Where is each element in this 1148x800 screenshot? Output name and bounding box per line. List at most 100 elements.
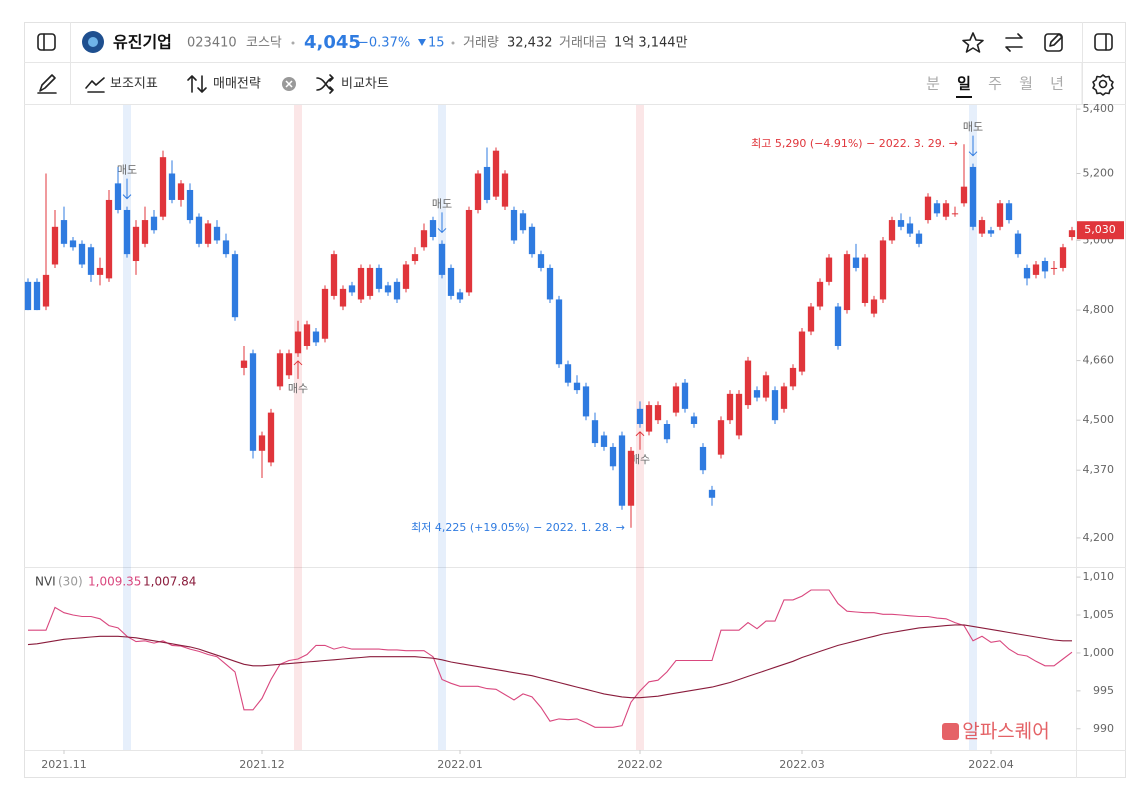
candle-body (456, 292, 464, 300)
legend-value: 1,007.84 (143, 575, 196, 589)
candle-body (1005, 203, 1013, 221)
candle-body (357, 267, 365, 300)
period-tab[interactable]: 주 (988, 75, 1002, 93)
candle-body (600, 435, 608, 447)
indicator-name: NVI (35, 575, 56, 589)
strategy-icon[interactable] (187, 75, 207, 93)
x-tick-label: 2022.03 (779, 758, 825, 771)
candle-body (465, 209, 473, 293)
candle-body (609, 446, 617, 467)
candle-body (1014, 233, 1022, 255)
candle-body (240, 360, 248, 368)
separator-dot (291, 41, 295, 45)
y-tick-label: 4,800 (1083, 303, 1115, 316)
indicators-button[interactable]: 보조지표 (110, 77, 158, 92)
candle-body (294, 331, 302, 354)
last-price-label: 5,030 (1084, 223, 1116, 236)
candle-body (1023, 267, 1031, 279)
candle-body (753, 390, 761, 398)
candle-body (564, 364, 572, 383)
candle-body (861, 257, 869, 303)
candle-body (60, 220, 68, 244)
indicator-icon[interactable] (85, 77, 105, 93)
clear-strategy[interactable] (282, 77, 296, 91)
candle-body (429, 220, 437, 238)
candle-body (555, 299, 563, 365)
candle-body (987, 230, 995, 234)
signal-arrow (293, 360, 303, 379)
candle-body (591, 420, 599, 444)
amount-label: 거래대금 (559, 36, 607, 51)
candle-body (654, 405, 662, 421)
candle-body (24, 281, 32, 311)
candle-body (870, 299, 878, 314)
down-triangle (418, 39, 426, 46)
panel-toggle[interactable] (1094, 33, 1113, 51)
candle-body (528, 226, 536, 255)
extreme-annotation: 최고 5,290 (−4.91%) − 2022. 3. 29. → (751, 137, 958, 150)
y-tick-label: 995 (1093, 684, 1114, 697)
strategy-button[interactable]: 매매전략 (213, 77, 261, 92)
candle-body (438, 243, 446, 275)
candle-body (717, 420, 725, 455)
swap-button[interactable] (1005, 33, 1023, 52)
candle-body (384, 285, 392, 293)
card (24, 22, 1126, 778)
favorite-button[interactable] (962, 32, 984, 53)
candle-body (312, 331, 320, 343)
draw-tool[interactable] (37, 74, 57, 94)
candle-body (762, 375, 770, 398)
candle-body (285, 353, 293, 376)
candle-body (168, 173, 176, 200)
period-tab[interactable]: 년 (1050, 75, 1064, 93)
y-tick-label: 4,500 (1083, 413, 1115, 426)
candle-body (636, 408, 644, 424)
y-tick-label: 4,370 (1083, 463, 1115, 476)
market: 코스닥 (246, 36, 282, 51)
candle-body (186, 189, 194, 221)
candle-body (645, 405, 653, 432)
settings-button[interactable] (1092, 74, 1114, 96)
candle-body (690, 416, 698, 424)
candle-body (339, 288, 347, 307)
candle-body (492, 150, 500, 197)
candle-body (888, 220, 896, 241)
compare-icon[interactable] (316, 74, 334, 94)
candle-body (87, 247, 95, 275)
candle-body (699, 446, 707, 471)
period-tab[interactable]: 월 (1019, 75, 1033, 93)
y-tick-label: 5,400 (1083, 102, 1115, 115)
candle-body (393, 281, 401, 300)
candle-body (924, 196, 932, 221)
candle-body (1032, 264, 1040, 275)
compare-button[interactable]: 비교차트 (341, 77, 389, 92)
edit-button[interactable] (1044, 33, 1063, 52)
candle-body (852, 257, 860, 268)
amount: 1억 3,144만 (614, 36, 688, 51)
company-logo (82, 31, 104, 53)
watermark-logo (942, 723, 959, 740)
x-tick-label: 2022.04 (968, 758, 1014, 771)
signal-label: 매도 (432, 197, 452, 210)
y-tick-label: 1,000 (1083, 646, 1115, 659)
candle-body (402, 264, 410, 289)
watermark: 알파스퀘어 (962, 721, 1049, 743)
candle-body (51, 226, 59, 265)
candle-body (366, 267, 374, 296)
indicator-period: (30) (58, 575, 83, 589)
period-tab[interactable]: 분 (926, 75, 940, 93)
candle-body (78, 243, 86, 265)
candle-body (1068, 230, 1076, 238)
last-price-tag (1077, 221, 1124, 240)
sidebar-toggle[interactable] (37, 33, 56, 51)
candle-body (33, 281, 41, 311)
candle-body (825, 257, 833, 282)
period-tab[interactable]: 일 (957, 75, 971, 93)
signal-band (123, 105, 131, 750)
candle-body (105, 199, 113, 279)
candle-body (960, 186, 968, 204)
candle-body (537, 254, 545, 268)
candle-body (330, 254, 338, 296)
